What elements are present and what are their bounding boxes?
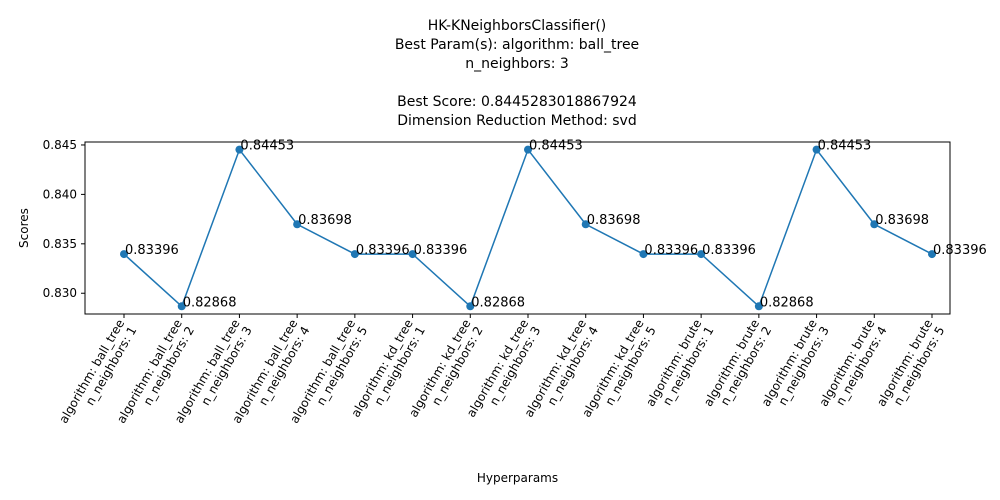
data-point <box>524 145 532 154</box>
data-label: 0.83698 <box>875 213 929 228</box>
chart-title-line: n_neighbors: 3 <box>465 56 569 72</box>
data-point <box>408 250 417 259</box>
series-line <box>123 148 933 308</box>
data-point <box>350 250 359 259</box>
chart-title-line: HK-KNeighborsClassifier() <box>428 18 607 34</box>
data-label: 0.84453 <box>529 139 583 154</box>
y-tick-label: 0.830 <box>43 286 77 300</box>
data-label: 0.83396 <box>702 243 756 258</box>
data-label: 0.83396 <box>356 243 410 258</box>
data-point <box>870 220 879 229</box>
data-point <box>697 250 706 259</box>
data-point <box>639 250 648 259</box>
data-label: 0.83698 <box>587 213 641 228</box>
data-point <box>754 302 763 311</box>
data-point <box>235 145 244 154</box>
y-tick-label: 0.840 <box>43 187 77 201</box>
data-point <box>293 220 302 229</box>
data-label: 0.83396 <box>125 243 179 258</box>
y-axis: 0.830 0.835 0.840 0.845 <box>43 138 85 300</box>
data-label: 0.83396 <box>644 243 698 258</box>
data-label: 0.84453 <box>818 139 872 154</box>
data-point <box>466 302 475 311</box>
data-label: 0.83396 <box>933 243 987 258</box>
x-axis-label: Hyperparams <box>477 471 558 485</box>
data-label: 0.82868 <box>183 295 237 310</box>
chart-title: HK-KNeighborsClassifier() Best Param(s): … <box>395 18 639 129</box>
data-point <box>177 302 186 311</box>
data-point <box>812 145 821 154</box>
series-markers <box>120 145 936 311</box>
y-tick-label: 0.845 <box>43 138 77 152</box>
y-axis-label: Scores <box>17 208 31 248</box>
chart-title-line: Best Param(s): algorithm: ball_tree <box>395 37 639 53</box>
data-point <box>581 220 590 229</box>
data-label: 0.83396 <box>414 243 468 258</box>
y-tick-label: 0.835 <box>43 237 77 251</box>
data-label: 0.84453 <box>240 139 294 154</box>
chart-title-line: Dimension Reduction Method: svd <box>397 113 636 129</box>
plot-area-frame <box>84 141 951 315</box>
x-tick-label-line: algorithm: ball_tree <box>56 317 127 426</box>
data-label: 0.82868 <box>471 295 525 310</box>
data-point <box>928 250 936 259</box>
data-label: 0.82868 <box>760 295 814 310</box>
chart-title-line: Best Score: 0.8445283018867924 <box>397 94 637 110</box>
data-point <box>120 250 128 259</box>
data-label: 0.83698 <box>298 213 352 228</box>
